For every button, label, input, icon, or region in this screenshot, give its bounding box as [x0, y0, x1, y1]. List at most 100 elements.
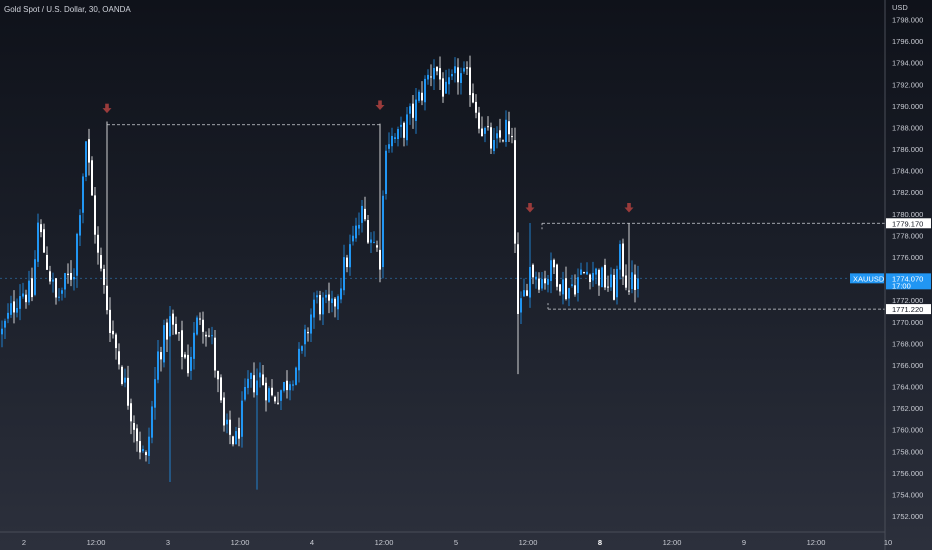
candle: [163, 319, 165, 368]
candle-body: [397, 129, 399, 140]
candle: [253, 362, 255, 398]
candle-body: [172, 313, 174, 325]
candles-layer: [1, 55, 639, 490]
candle-body: [325, 294, 327, 298]
candle-body: [241, 400, 243, 437]
candle: [154, 367, 156, 420]
candle: [388, 132, 390, 153]
arrow-head: [624, 207, 634, 213]
candle-body: [334, 298, 336, 307]
candle-body: [58, 296, 60, 298]
candle: [349, 234, 351, 276]
y-tick-label: 1756.000: [892, 469, 923, 478]
candle: [235, 426, 237, 445]
candle: [40, 219, 42, 238]
y-tick-label: 1766.000: [892, 361, 923, 370]
candle-body: [46, 254, 48, 270]
candle: [316, 290, 318, 304]
candle-body: [535, 276, 537, 280]
candle: [202, 311, 204, 344]
candle-body: [616, 268, 618, 298]
candle-body: [580, 269, 582, 275]
candle: [193, 322, 195, 370]
candle-body: [91, 160, 93, 196]
candle: [49, 265, 51, 285]
candle: [298, 342, 300, 383]
candle-body: [385, 150, 387, 194]
markers-layer: [102, 100, 634, 213]
candle: [232, 435, 234, 447]
candle-body: [67, 273, 69, 275]
candle: [631, 260, 633, 294]
candle: [109, 297, 111, 343]
candle: [85, 141, 87, 182]
y-tick-label: 1760.000: [892, 426, 923, 435]
candle-body: [541, 279, 543, 289]
candle-body: [10, 303, 12, 315]
candle-body: [115, 334, 117, 349]
y-tick-label: 1794.000: [892, 59, 923, 68]
candle: [130, 398, 132, 435]
candle-body: [262, 374, 264, 386]
candle-body: [220, 377, 222, 401]
y-tick-label: 1790.000: [892, 102, 923, 111]
candle: [535, 271, 537, 289]
candle-body: [142, 449, 144, 452]
y-tick-label: 1764.000: [892, 383, 923, 392]
candle: [334, 296, 336, 318]
candle: [475, 94, 477, 119]
candle: [214, 330, 216, 378]
candle: [559, 284, 561, 296]
candle: [124, 368, 126, 388]
candle-body: [121, 366, 123, 384]
candle-body: [391, 135, 393, 147]
candle: [250, 372, 252, 388]
candle: [19, 284, 21, 321]
candle-body: [97, 234, 99, 253]
candle-body: [103, 268, 105, 285]
candle-body: [577, 277, 579, 294]
candle: [595, 267, 597, 285]
candle-body: [277, 402, 279, 404]
candle-body: [13, 301, 15, 313]
candle-body: [394, 137, 396, 139]
candle: [262, 365, 264, 386]
candle: [394, 133, 396, 144]
candle-body: [133, 422, 135, 430]
candle: [532, 263, 534, 285]
candle-body: [559, 284, 561, 292]
candle-body: [361, 205, 363, 223]
candle-body: [487, 126, 489, 128]
candle: [568, 287, 570, 307]
x-tick-label: 12:00: [663, 538, 682, 547]
candle-body: [178, 332, 180, 334]
candle-body: [64, 273, 66, 290]
candle: [1, 320, 3, 348]
candle: [514, 127, 516, 253]
candle: [481, 116, 483, 137]
candle-body: [634, 274, 636, 290]
candle-body: [520, 298, 522, 313]
candle: [487, 116, 489, 131]
candle-body: [523, 290, 525, 297]
candle: [436, 66, 438, 76]
candle: [544, 270, 546, 290]
x-tick-label: 4: [310, 538, 314, 547]
candle-body: [436, 66, 438, 72]
candle-body: [193, 332, 195, 359]
candle: [82, 173, 84, 224]
candle: [442, 72, 444, 103]
candle: [205, 331, 207, 347]
candle-body: [493, 139, 495, 152]
candle-body: [31, 278, 33, 298]
y-tick-label: 1798.000: [892, 16, 923, 25]
candle-body: [424, 78, 426, 103]
candle: [22, 282, 24, 299]
candle-body: [55, 278, 57, 298]
candle-body: [466, 67, 468, 69]
candle-body: [346, 257, 348, 268]
y-tick-label: 1758.000: [892, 447, 923, 456]
candle: [358, 212, 360, 236]
